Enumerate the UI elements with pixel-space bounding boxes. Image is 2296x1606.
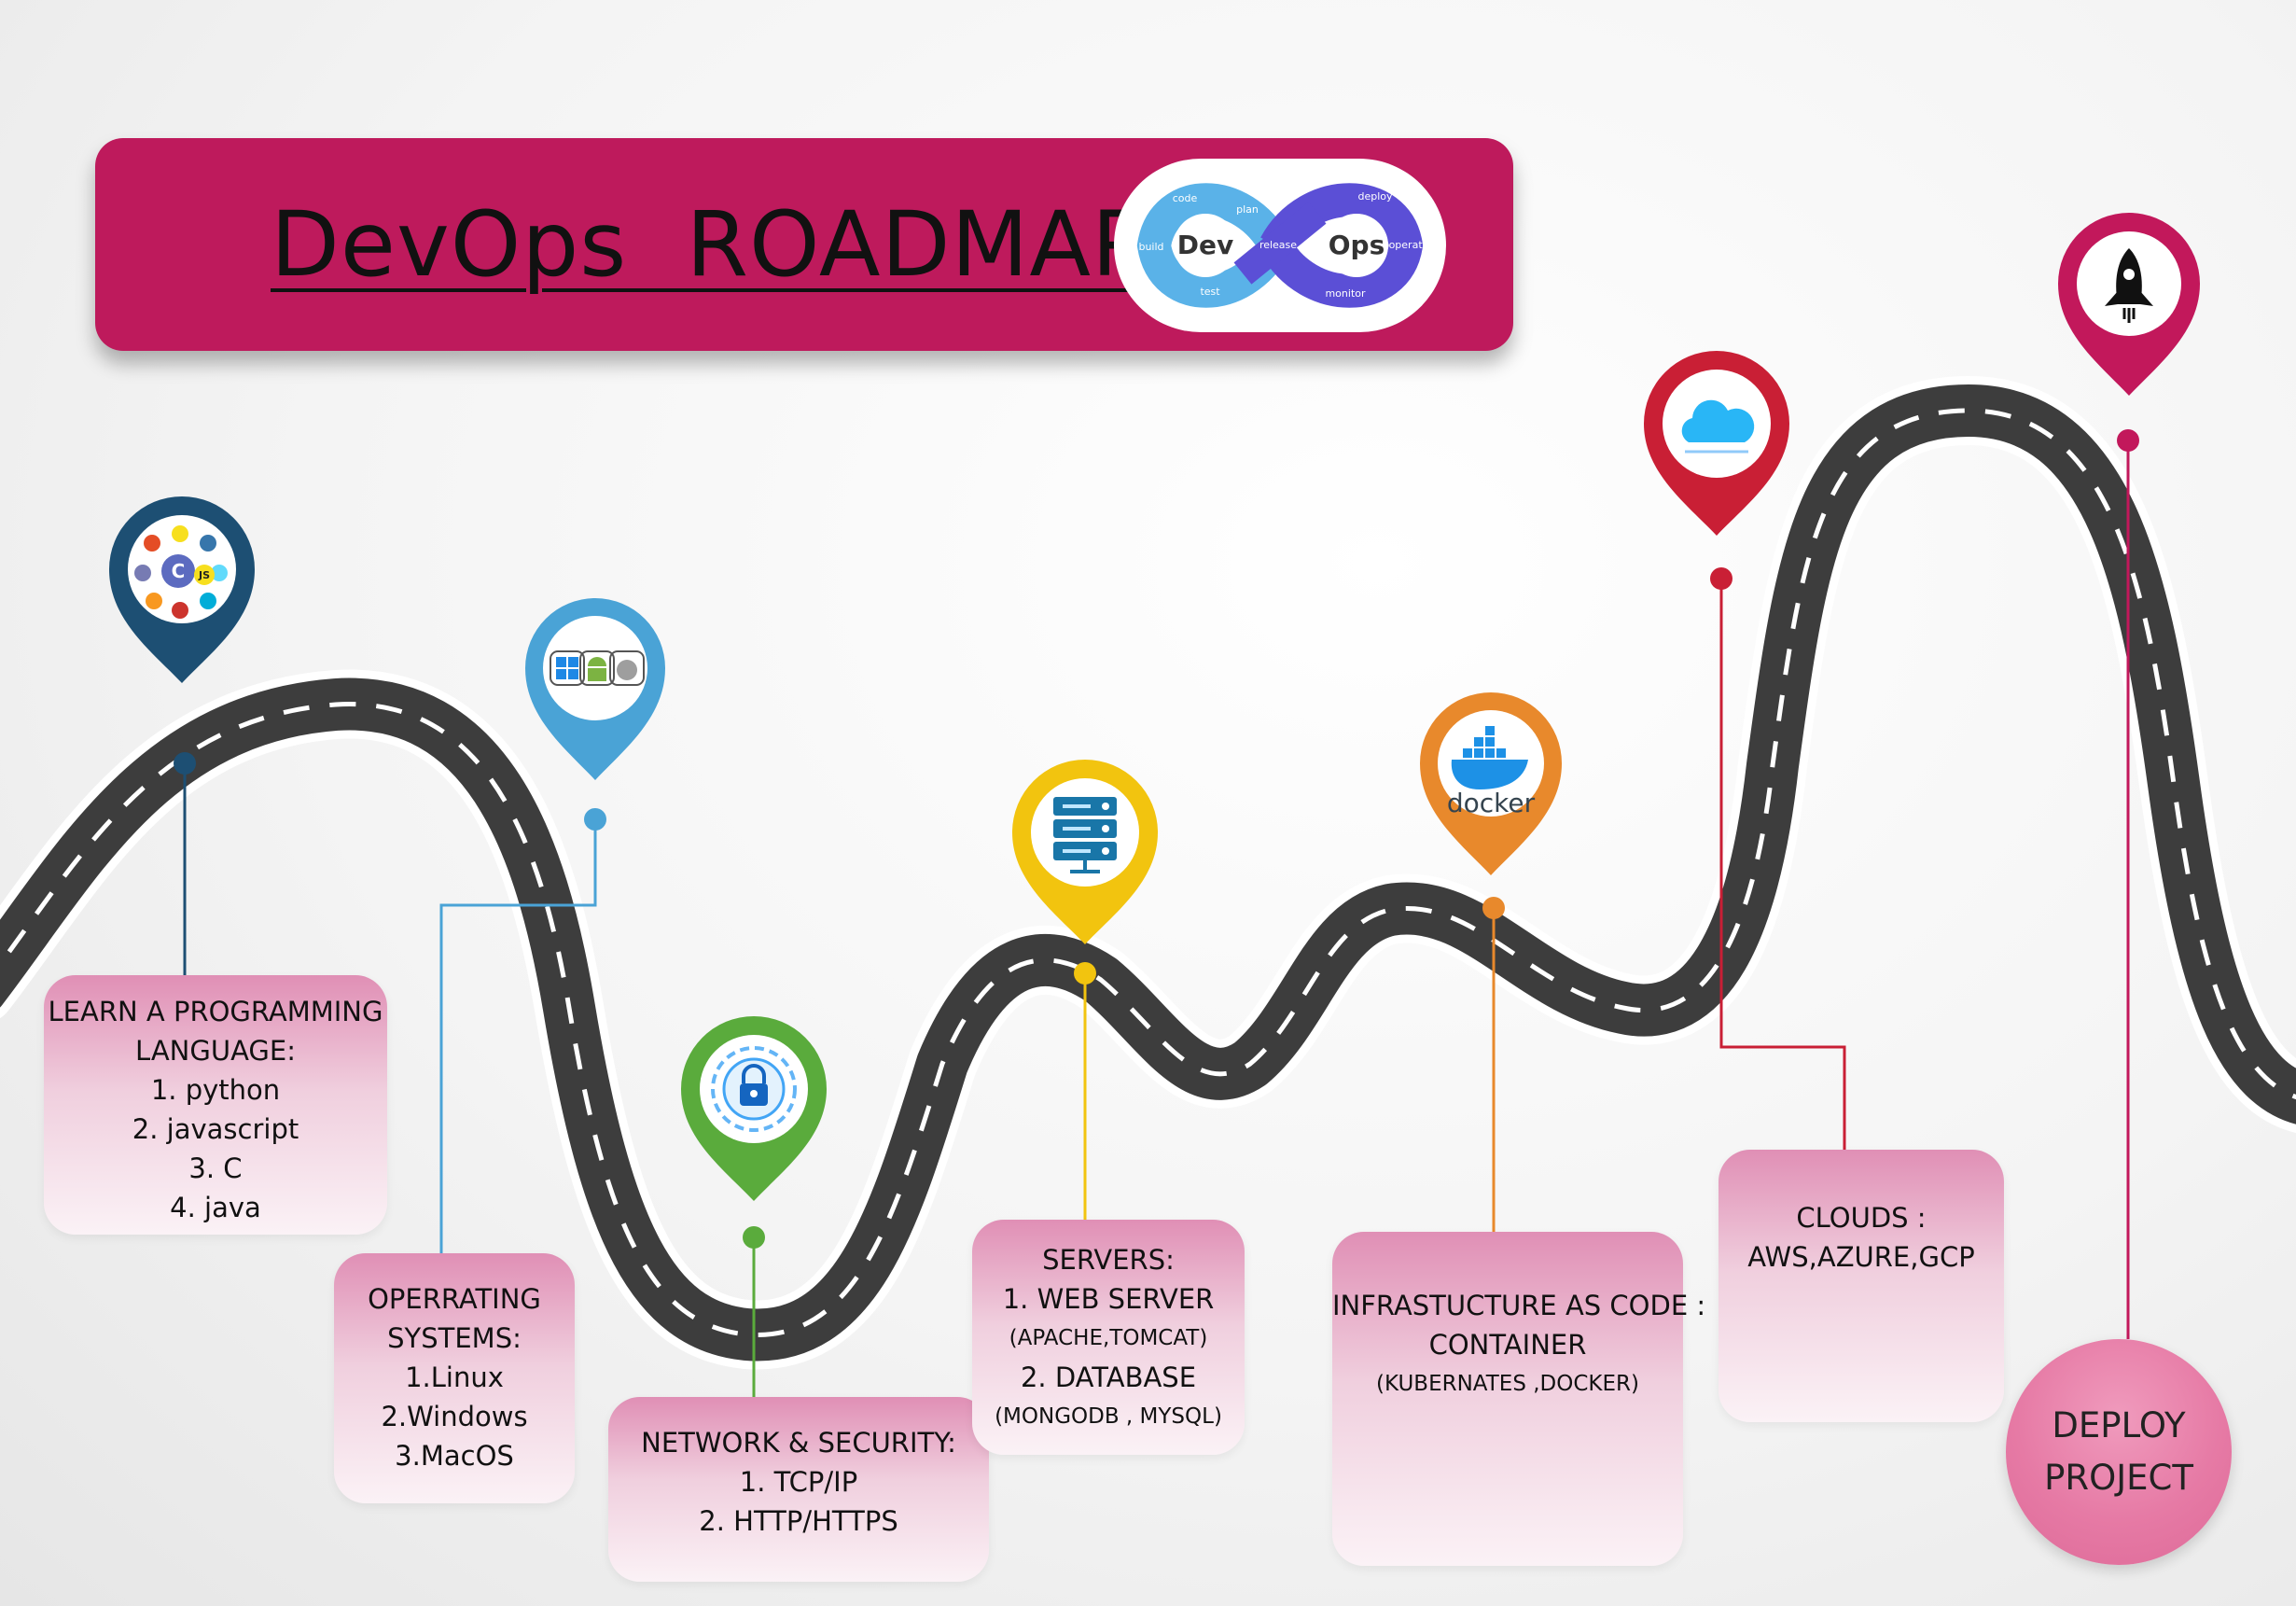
page-title: DevOps ROADMAP (271, 192, 1147, 297)
step-heading: CLOUDS : (1796, 1202, 1927, 1234)
step-item-detail: (KUBERNATES ,DOCKER) (1376, 1372, 1639, 1396)
step-os-box: OPERRATING SYSTEMS: 1.Linux 2.Windows 3.… (334, 1253, 575, 1503)
step-heading: SYSTEMS: (387, 1322, 522, 1354)
step-clouds-box: CLOUDS : AWS,AZURE,GCP (1719, 1150, 2004, 1422)
winding-road (0, 376, 2296, 1370)
pin-programming: C JS (109, 496, 255, 683)
step-servers-box: SERVERS: 1. WEB SERVER (APACHE,TOMCAT) 2… (972, 1220, 1245, 1455)
logo-ops-text: Ops (1329, 230, 1385, 260)
step-item: 1. WEB SERVER (1002, 1283, 1215, 1315)
step-item: AWS,AZURE,GCP (1747, 1241, 1975, 1273)
operating-systems-icon (550, 650, 645, 686)
step-heading: INFRASTUCTURE AS CODE : (1332, 1290, 1706, 1321)
connector-servers (1074, 962, 1096, 1221)
step-item: 1.Linux (405, 1362, 504, 1393)
pin-servers (1012, 760, 1158, 944)
logo-label: build (1138, 241, 1163, 253)
devops-logo: Dev Ops code plan release deploy operate… (1114, 159, 1446, 332)
step-heading: OPERRATING (368, 1283, 541, 1315)
step-heading: SERVERS: (1042, 1244, 1175, 1276)
step-heading: DEPLOY (2052, 1405, 2186, 1445)
step-item: 4. java (170, 1192, 261, 1223)
step-item: 2. DATABASE (1020, 1362, 1197, 1393)
title-banner: DevOps ROADMAP Dev Ops code plan release… (95, 138, 1513, 351)
pin-clouds (1644, 351, 1789, 536)
step-item: 3. C (188, 1152, 243, 1184)
step-heading: PROJECT (2044, 1458, 2193, 1498)
logo-label: test (1200, 286, 1220, 298)
step-item-detail: (MONGODB , MYSQL) (995, 1404, 1222, 1429)
logo-label: plan (1236, 203, 1259, 216)
connector-programming (174, 752, 196, 980)
step-heading: NETWORK & SECURITY: (641, 1427, 956, 1459)
step-item: 2. HTTP/HTTPS (699, 1505, 898, 1537)
pin-os (525, 598, 665, 780)
step-heading: LEARN A PROGRAMMING (48, 996, 383, 1027)
logo-label: monitor (1325, 287, 1366, 300)
logo-label: release (1259, 239, 1297, 251)
cloud-icon (1681, 399, 1755, 454)
logo-label: operate (1389, 239, 1429, 251)
step-item: CONTAINER (1428, 1329, 1587, 1361)
logo-label: code (1173, 192, 1198, 204)
step-iac-box: INFRASTUCTURE AS CODE : CONTAINER (KUBER… (1332, 1232, 1706, 1566)
step-item: 1. TCP/IP (739, 1466, 858, 1498)
programming-languages-icon: C JS (134, 525, 228, 619)
connector-deploy (2117, 429, 2139, 1339)
step-item: 2.Windows (381, 1401, 528, 1432)
step-item: 3.MacOS (395, 1440, 514, 1472)
pin-deploy (2058, 213, 2200, 396)
step-item-detail: (APACHE,TOMCAT) (1009, 1326, 1208, 1350)
pin-iac: docker (1420, 692, 1562, 875)
step-network-box: NETWORK & SECURITY: 1. TCP/IP 2. HTTP/HT… (608, 1397, 989, 1582)
step-item: 2. javascript (132, 1113, 299, 1145)
connector-iac (1482, 897, 1505, 1232)
docker-icon: docker (1447, 726, 1536, 818)
connector-network (743, 1226, 765, 1398)
pin-network (681, 1016, 827, 1201)
svg-text:JS: JS (198, 569, 210, 581)
step-programming-box: LEARN A PROGRAMMING LANGUAGE: 1. python … (44, 975, 387, 1235)
connector-os (439, 808, 606, 1255)
step-item: 1. python (150, 1074, 281, 1106)
step-heading: LANGUAGE: (135, 1035, 296, 1067)
svg-text:C: C (172, 560, 186, 582)
security-lock-icon (711, 1046, 797, 1132)
docker-icon-label: docker (1447, 788, 1536, 818)
server-icon (1053, 797, 1117, 873)
connector-clouds (1710, 567, 1846, 1150)
rocket-icon (2105, 248, 2153, 323)
step-deploy-circle: DEPLOY PROJECT (2006, 1339, 2232, 1565)
logo-dev-text: Dev (1177, 230, 1233, 260)
logo-label: deploy (1357, 190, 1393, 202)
